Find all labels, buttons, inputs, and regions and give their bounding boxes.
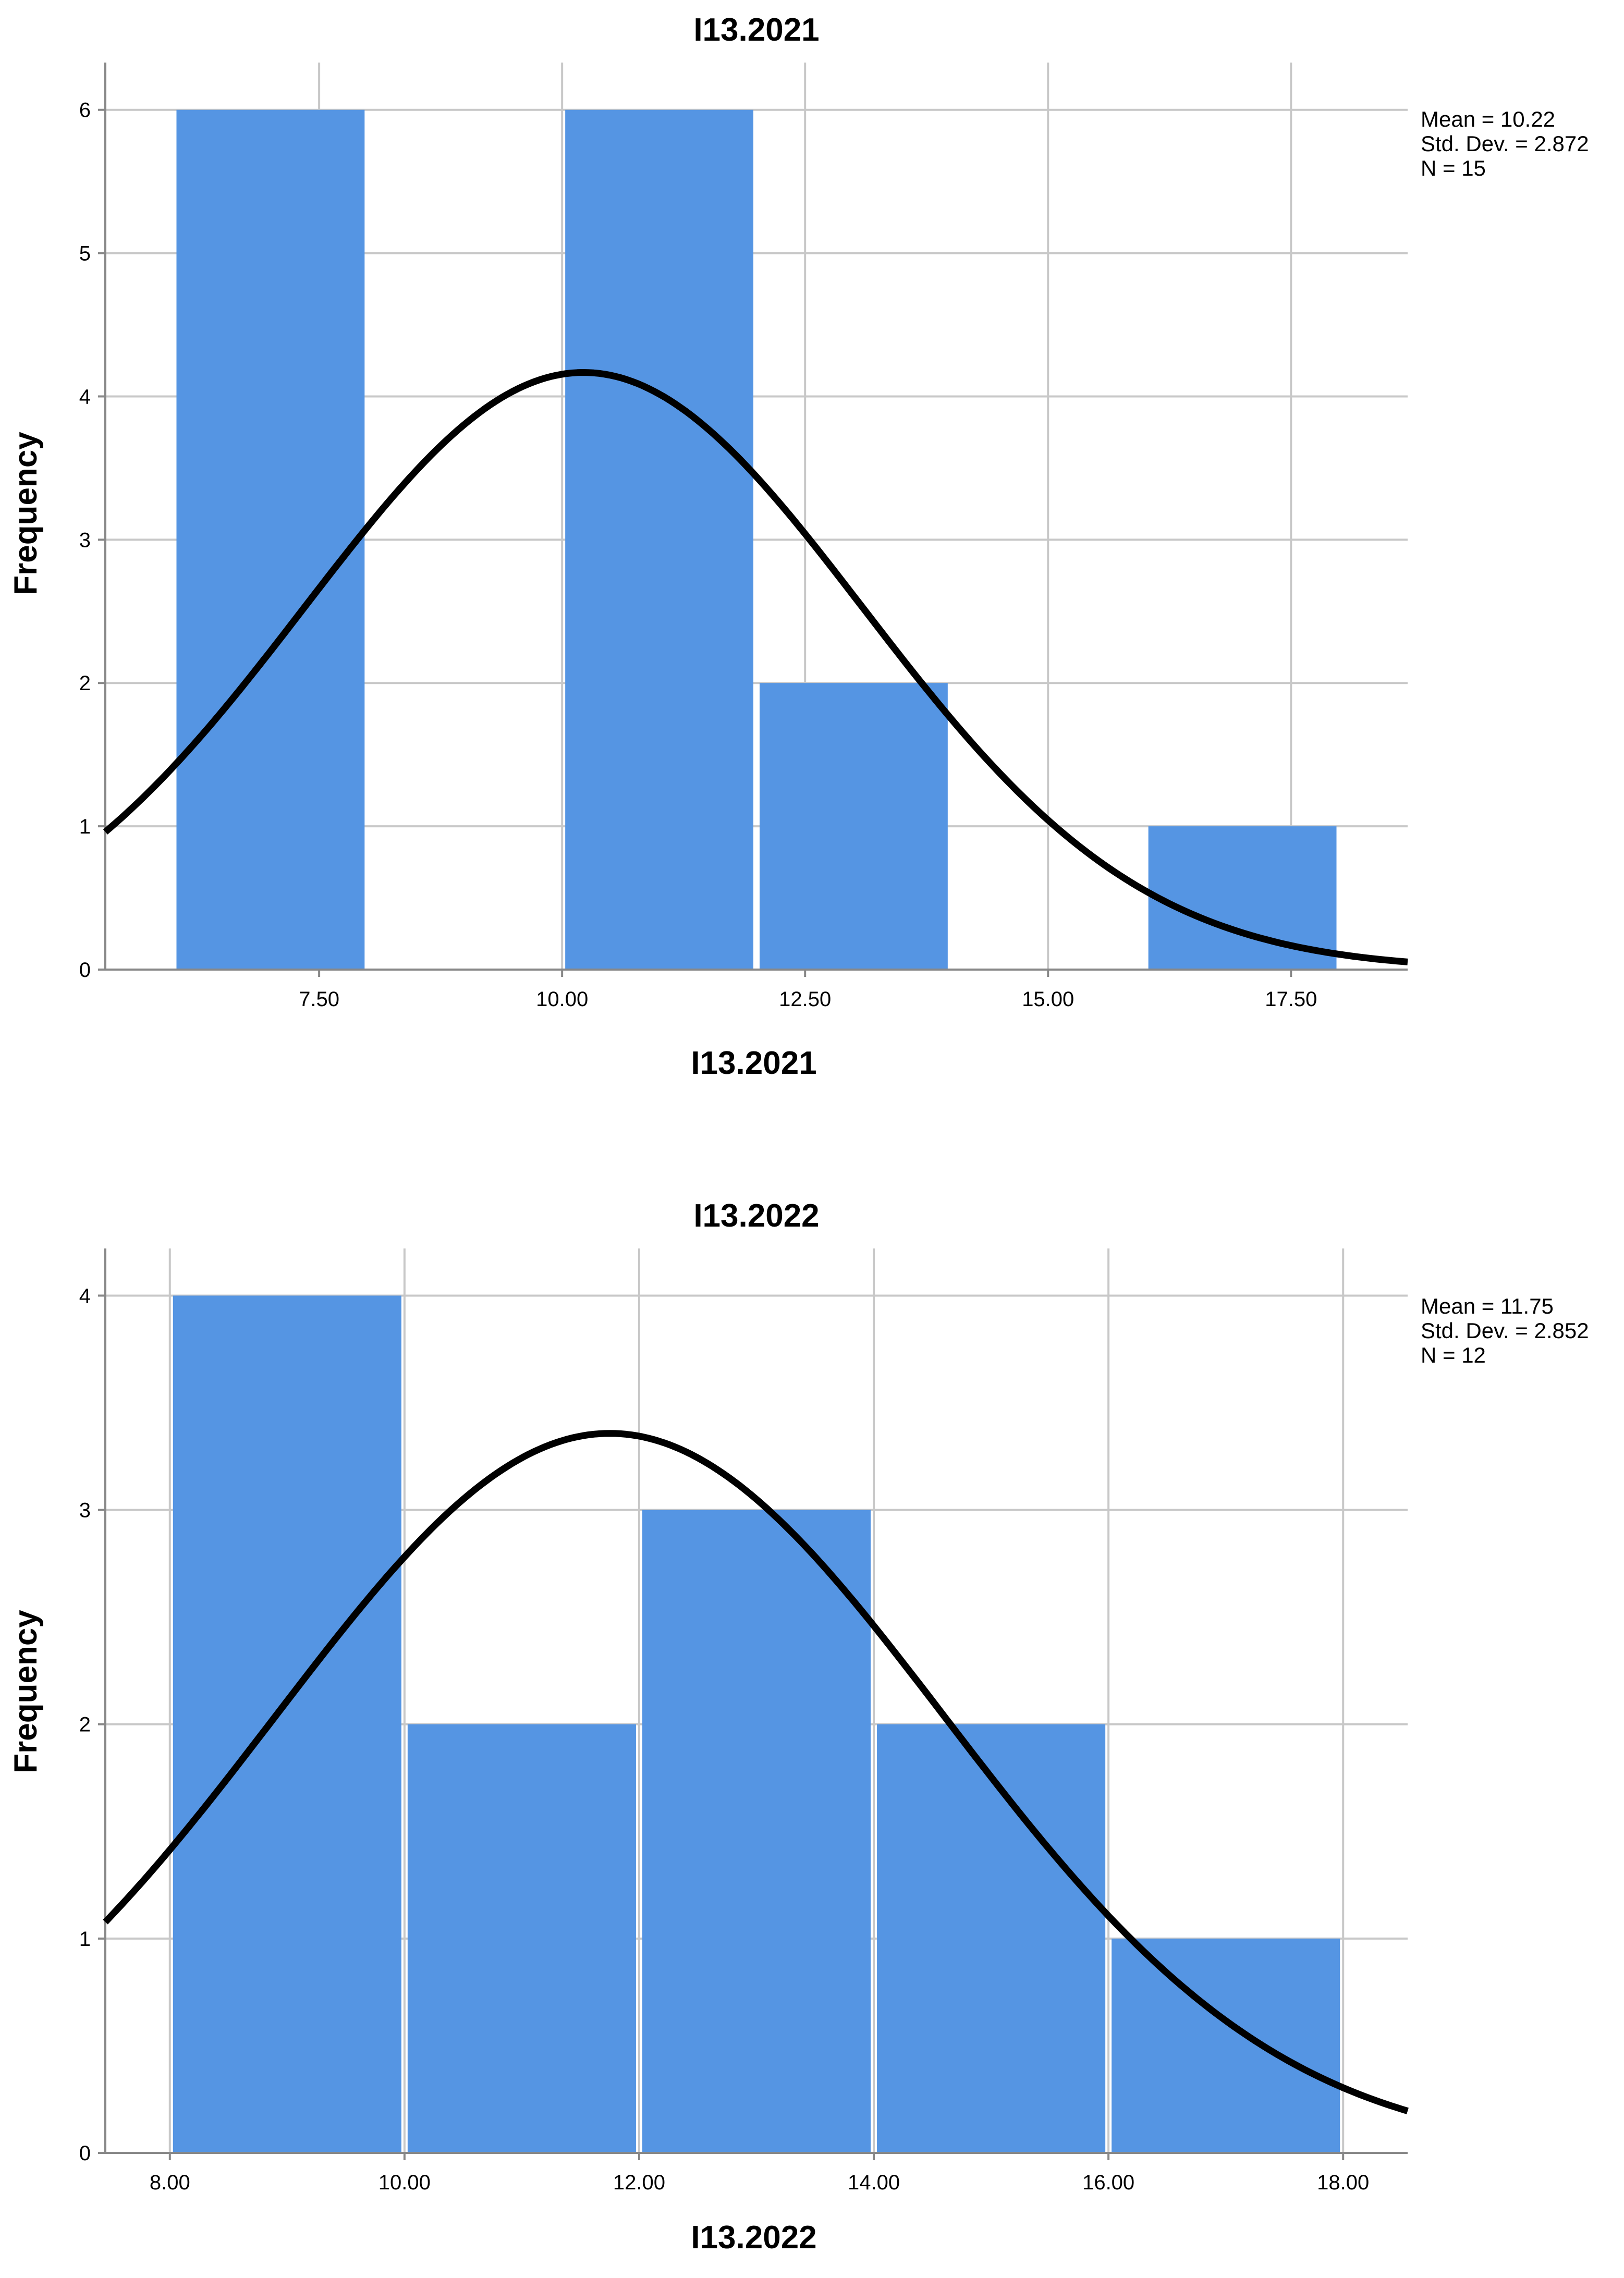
y-tick-label: 1: [79, 1928, 91, 1951]
stats-box: Mean = 11.75 Std. Dev. = 2.852 N = 12: [1421, 1294, 1589, 1367]
normal-curve: [103, 369, 1408, 965]
histogram-chart-2021: 7.50 10.00 12.50 15.00 17.50 0 1 2 3 4 5 6 I13.2021 I…: [8, 12, 1408, 1081]
y-tick-label: 2: [79, 1713, 91, 1736]
std-dev-stat: Std. Dev. = 2.872: [1421, 131, 1589, 156]
y-tick-label: 4: [79, 1284, 91, 1307]
y-axis-label: Frequency: [8, 432, 44, 595]
x-tick-label: 10.00: [378, 2171, 431, 2194]
y-tick-label: 1: [79, 815, 91, 838]
mean-stat: Mean = 10.22: [1421, 107, 1556, 131]
histogram-bar: [176, 109, 365, 970]
histogram-bar: [760, 683, 948, 970]
x-axis-label: I13.2021: [691, 1045, 816, 1081]
histogram-chart-2022: 8.00 10.00 12.00 14.00 16.00 18.00 0 1 2 3 4 I13.20…: [8, 1198, 1409, 2256]
mean-stat: Mean = 11.75: [1421, 1294, 1554, 1318]
chart-title: I13.2022: [693, 1198, 819, 1234]
x-tick-label: 7.50: [299, 988, 339, 1011]
y-tick-label: 3: [79, 529, 91, 552]
histogram-bar: [642, 1510, 871, 2153]
histogram-bar: [877, 1724, 1106, 2153]
x-tick-label: 14.00: [848, 2171, 900, 2194]
x-tick-label: 12.00: [613, 2171, 665, 2194]
x-tick-label: 10.00: [536, 988, 588, 1011]
histogram-panel-2021: 7.50 10.00 12.50 15.00 17.50 0 1 2 3 4 5 6 I13.2021 I…: [8, 12, 1589, 1081]
y-tick-label: 3: [79, 1499, 91, 1522]
stats-box: Mean = 10.22 Std. Dev. = 2.872 N = 15: [1421, 107, 1589, 180]
histogram-bar: [173, 1295, 401, 2153]
histogram-panel-2022: 8.00 10.00 12.00 14.00 16.00 18.00 0 1 2 3 4 I13.20…: [0, 1139, 1624, 2278]
x-tick-label: 17.50: [1265, 988, 1317, 1011]
x-tick-label: 8.00: [150, 2171, 190, 2194]
y-tick-label: 5: [79, 242, 91, 265]
x-tick-label: 12.50: [779, 988, 831, 1011]
y-tick-label: 6: [79, 99, 91, 122]
histogram-bar: [1112, 1938, 1340, 2153]
y-tick-label: 4: [79, 385, 91, 408]
n-stat: N = 12: [1421, 1343, 1486, 1367]
std-dev-stat: Std. Dev. = 2.852: [1421, 1318, 1589, 1343]
histogram-bar: [565, 109, 753, 970]
y-tick-label: 0: [79, 959, 91, 982]
normal-curve: [103, 1430, 1409, 2114]
y-tick-label: 2: [79, 672, 91, 695]
x-tick-label: 16.00: [1082, 2171, 1134, 2194]
y-tick-label: 0: [79, 2142, 91, 2165]
n-stat: N = 15: [1421, 156, 1486, 180]
histogram-bar: [407, 1724, 636, 2153]
x-tick-label: 15.00: [1022, 988, 1074, 1011]
x-tick-label: 18.00: [1317, 2171, 1369, 2194]
y-axis-label: Frequency: [8, 1610, 44, 1773]
x-axis-label: I13.2022: [691, 2220, 816, 2256]
chart-title: I13.2021: [693, 12, 819, 48]
